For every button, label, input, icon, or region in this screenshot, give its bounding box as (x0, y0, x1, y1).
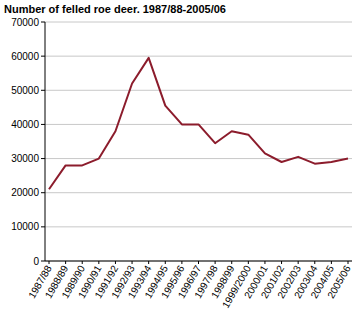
x-tick (331, 261, 332, 264)
x-tick (314, 261, 315, 264)
y-tick-label: 20000 (11, 187, 39, 198)
x-tick (65, 261, 66, 264)
y-tick (41, 192, 45, 193)
grid-line (45, 22, 352, 23)
grid-line (45, 192, 352, 193)
y-tick-label: 60000 (11, 51, 39, 62)
y-tick (41, 124, 45, 125)
x-tick (148, 261, 149, 264)
y-axis (45, 22, 46, 261)
y-tick (41, 22, 45, 23)
chart-svg: Number of felled roe deer. 1987/88-2005/… (0, 0, 362, 315)
x-tick (115, 261, 116, 264)
x-tick (132, 261, 133, 264)
y-tick-label: 50000 (11, 85, 39, 96)
y-tick (41, 90, 45, 91)
x-tick (231, 261, 232, 264)
x-tick (215, 261, 216, 264)
y-tick (41, 56, 45, 57)
y-tick-label: 10000 (11, 221, 39, 232)
x-tick (264, 261, 265, 264)
y-tick-label: 0 (33, 256, 39, 267)
x-tick (181, 261, 182, 264)
grid-line (45, 226, 352, 227)
y-tick-label: 30000 (11, 153, 39, 164)
chart-container: Number of felled roe deer. 1987/88-2005/… (0, 0, 362, 315)
x-tick (348, 261, 349, 264)
x-tick (198, 261, 199, 264)
y-tick-label: 40000 (11, 119, 39, 130)
grid-line (45, 158, 352, 159)
x-tick (165, 261, 166, 264)
x-tick (49, 261, 50, 264)
x-tick (82, 261, 83, 264)
grid-line (45, 56, 352, 57)
x-tick (298, 261, 299, 264)
y-tick (41, 226, 45, 227)
y-tick (41, 261, 45, 262)
grid-line (45, 90, 352, 91)
x-tick-label: 2005/06 (325, 263, 353, 300)
y-tick-label: 70000 (11, 17, 39, 28)
plot-area (49, 58, 348, 189)
title: Number of felled roe deer. 1987/88-2005/… (4, 3, 226, 15)
y-tick (41, 158, 45, 159)
x-tick (98, 261, 99, 264)
x-tick (248, 261, 249, 264)
data-line (49, 58, 348, 189)
x-tick (281, 261, 282, 264)
